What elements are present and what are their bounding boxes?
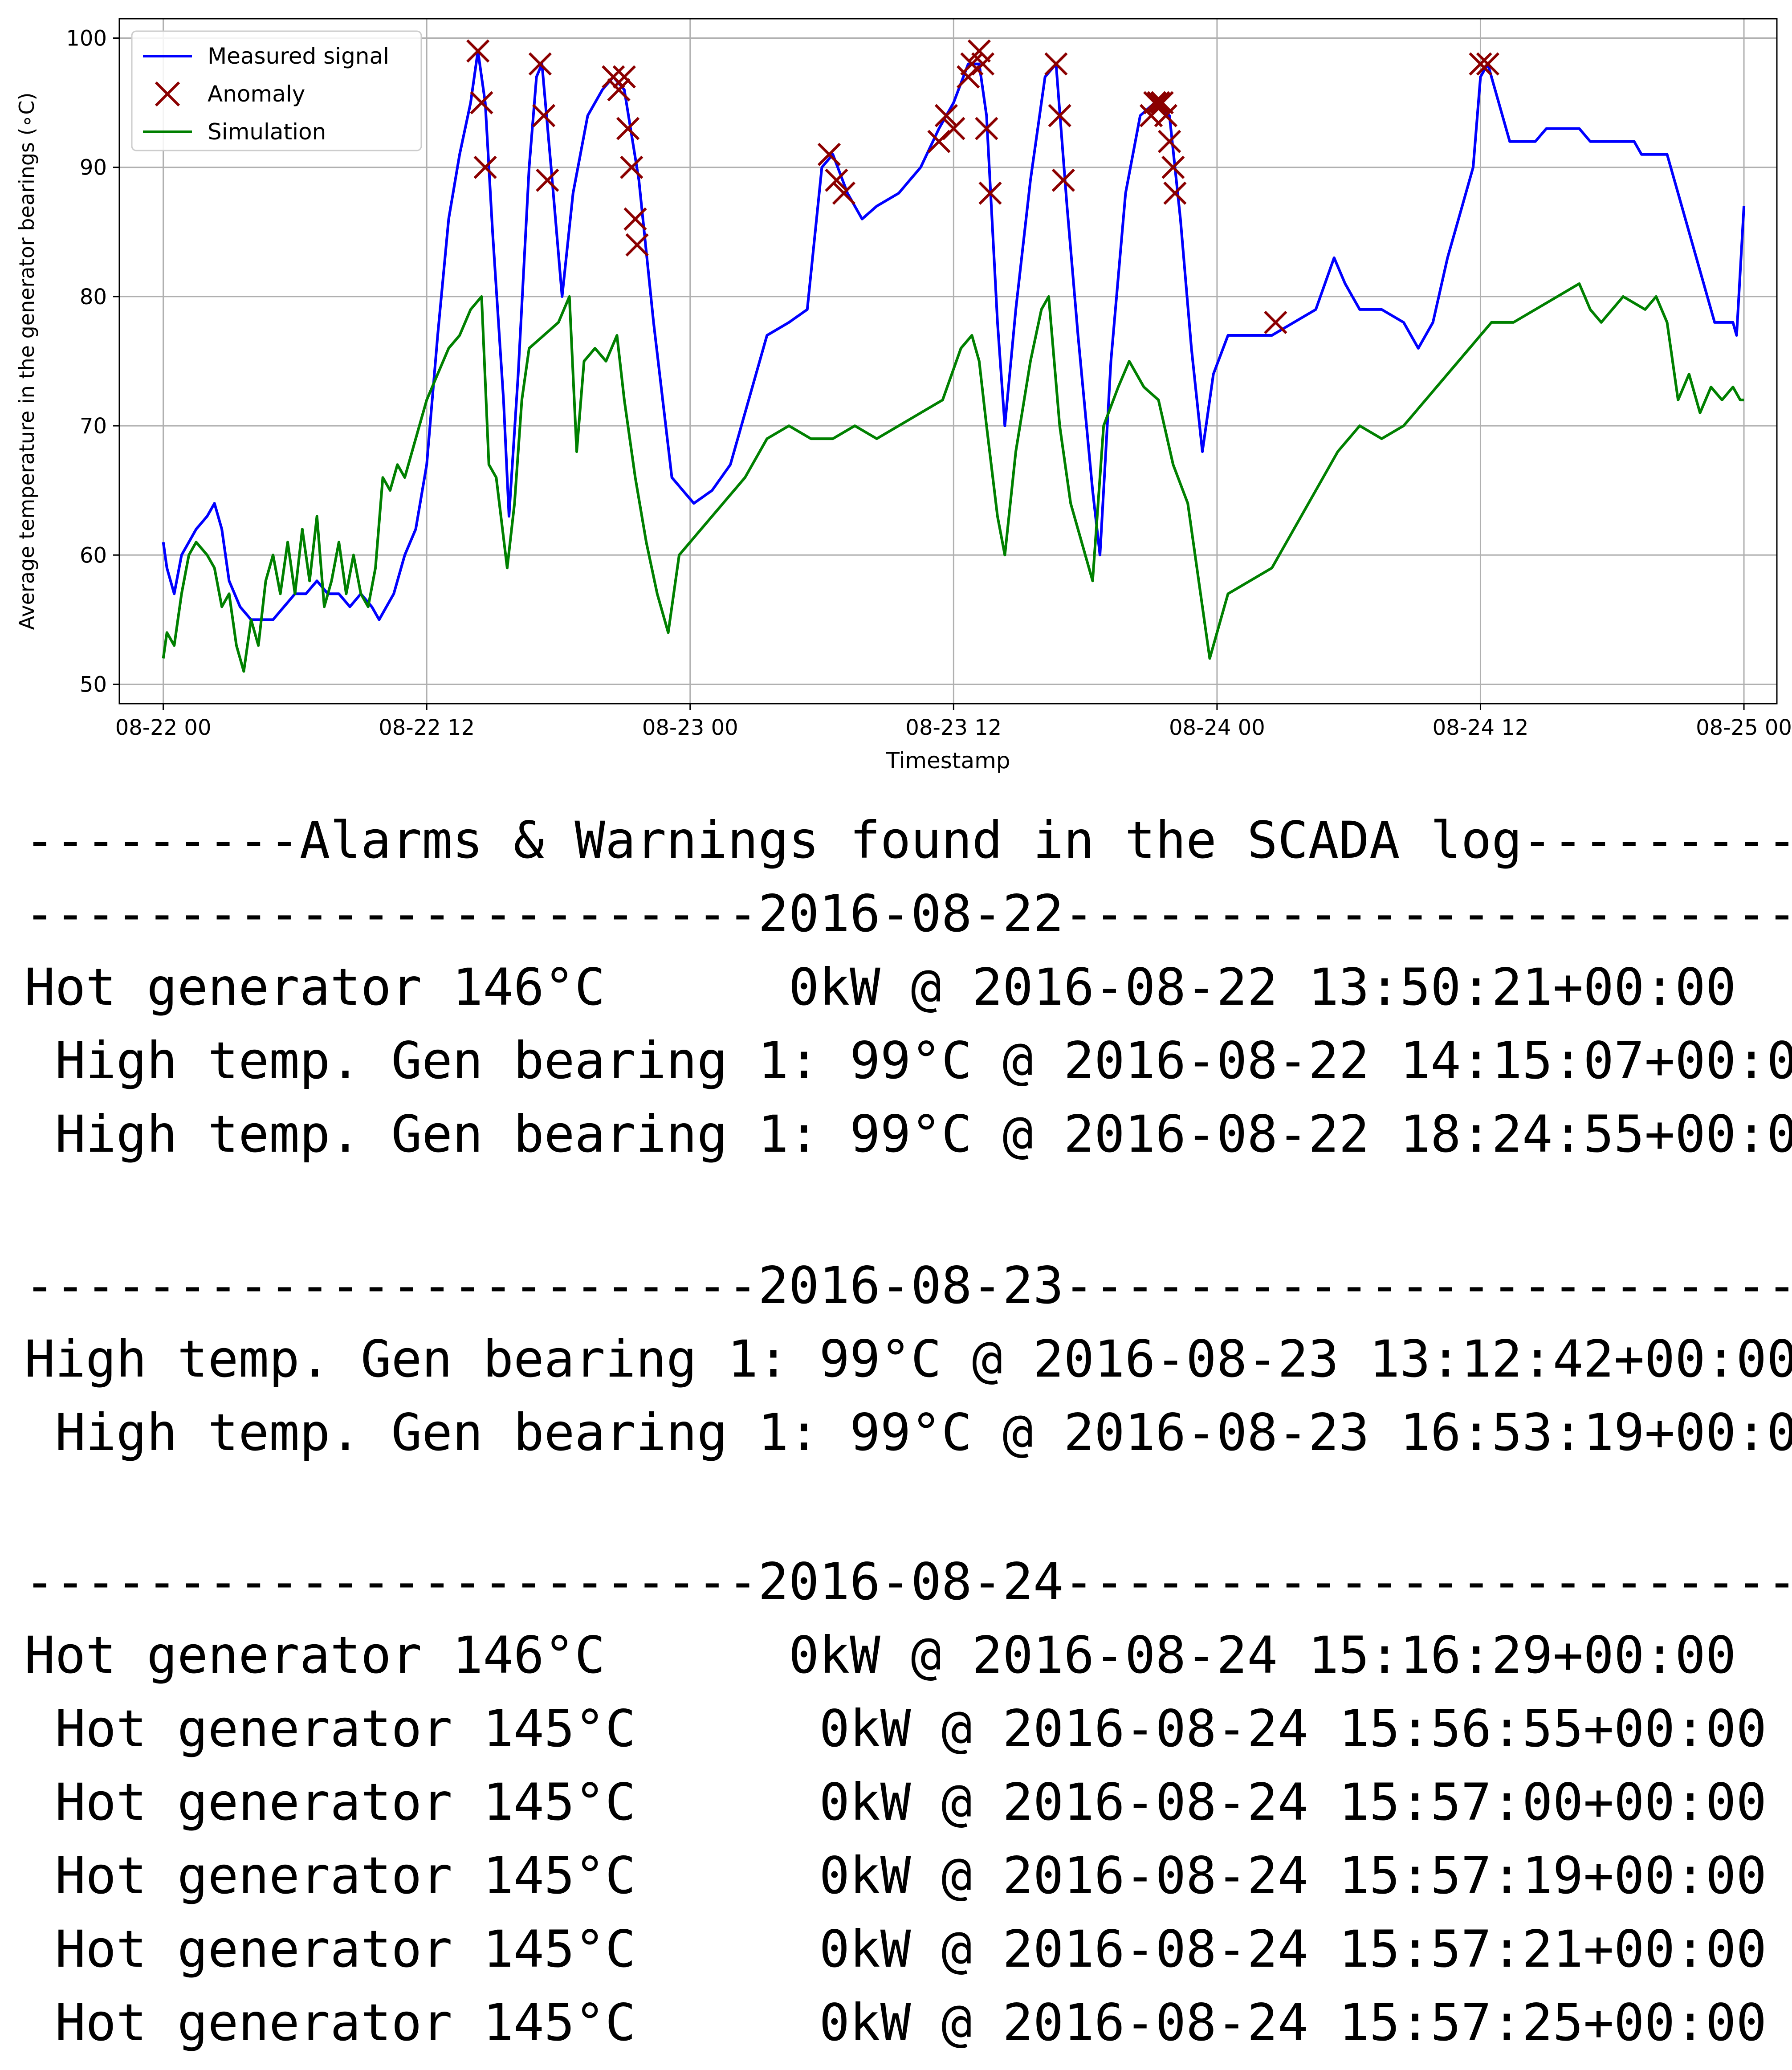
legend-box: [131, 30, 422, 151]
log-entry: High temp. Gen bearing 1: 99°C @ 2016-08…: [24, 1104, 1792, 1164]
x-tick-label: 08-24 12: [1433, 715, 1529, 740]
chart-series-layer: [162, 39, 1746, 673]
y-tick-label: 60: [80, 543, 107, 568]
log-header: ---------Alarms & Warnings found in the …: [24, 811, 1792, 870]
anomaly-marker: [934, 104, 958, 127]
legend-swatch: [155, 81, 180, 107]
anomaly-marker: [817, 143, 841, 166]
log-entry: High temp. Gen bearing 1: 99°C @ 2016-08…: [24, 1031, 1792, 1090]
log-entry: High temp. Gen bearing 1: 99°C @ 2016-08…: [24, 1403, 1792, 1462]
chart-legend: Measured signal Anomaly Simulation: [131, 30, 422, 151]
anomaly-marker: [1163, 181, 1187, 205]
anomaly-marker: [1264, 310, 1287, 334]
y-axis-label: Average temperature in the generator bea…: [15, 93, 39, 630]
anomaly-marker: [1150, 91, 1174, 114]
anomaly-marker: [536, 168, 559, 192]
anomaly-marker: [975, 117, 998, 140]
x-tick-label: 08-22 00: [115, 715, 212, 740]
anomaly-marker: [1051, 168, 1075, 192]
anomaly-marker: [607, 78, 631, 102]
anomaly-marker: [967, 39, 991, 63]
anomaly-marker: [602, 65, 625, 89]
anomaly-marker: [470, 91, 493, 114]
legend-label: Simulation: [208, 119, 326, 145]
measured-signal-line: [162, 49, 1746, 621]
anomaly-marker: [473, 155, 497, 179]
anomaly-marker: [1469, 52, 1492, 76]
scada-log: ---------Alarms & Warnings found in the …: [0, 793, 1792, 2070]
anomaly-marker: [616, 117, 640, 140]
x-tick-label: 08-25 00: [1696, 715, 1792, 740]
anomaly-marker: [825, 168, 848, 192]
day-separator: ------------------------2016-08-23------…: [24, 1256, 1792, 1315]
day-separator: ------------------------2016-08-22------…: [24, 884, 1792, 943]
log-entry: Hot generator 145°C 0kW @ 2016-08-24 15:…: [24, 1699, 1767, 1758]
anomaly-marker: [466, 39, 490, 63]
temperature-chart: 08-22 00 08-22 12 08-23 00 08-23 12 08-24 00…: [15, 18, 1792, 774]
anomaly-marker: [1154, 104, 1177, 127]
x-tick-label: 08-23 00: [642, 715, 738, 740]
log-entry: Hot generator 145°C 0kW @ 2016-08-24 15:…: [24, 1993, 1767, 2052]
anomaly-marker: [623, 207, 647, 231]
anomaly-marker: [625, 233, 649, 257]
anomaly-marker: [971, 52, 995, 76]
anomaly-marker: [1476, 52, 1500, 76]
x-tick-label: 08-24 00: [1169, 715, 1265, 740]
x-tick-label: 08-23 12: [905, 715, 1002, 740]
y-tick-label: 80: [80, 285, 107, 310]
anomaly-marker: [960, 52, 984, 76]
anomaly-marker: [1161, 155, 1185, 179]
y-tick-label: 90: [80, 155, 107, 180]
anomaly-marker: [1048, 104, 1071, 127]
y-tick-label: 100: [66, 26, 107, 51]
anomaly-marker: [1147, 91, 1170, 114]
anomaly-marker: [620, 155, 643, 179]
anomaly-marker: [528, 52, 552, 76]
log-entry: Hot generator 146°C 0kW @ 2016-08-22 13:…: [24, 958, 1736, 1017]
legend-label: Anomaly: [208, 81, 305, 107]
log-entry: Hot generator 145°C 0kW @ 2016-08-24 15:…: [24, 1846, 1767, 1905]
anomaly-marker: [1044, 52, 1068, 76]
anomaly-marker: [1143, 91, 1167, 114]
simulation-line: [162, 282, 1744, 673]
y-tick-label: 50: [80, 672, 107, 697]
anomaly-marker: [978, 181, 1002, 205]
anomaly-marker: [612, 65, 636, 89]
log-entry: Hot generator 145°C 0kW @ 2016-08-24 15:…: [24, 1773, 1767, 1832]
chart-ticks: 08-22 00 08-22 12 08-23 00 08-23 12 08-24 00…: [66, 26, 1792, 740]
legend-label: Measured signal: [208, 43, 389, 69]
anomaly-marker: [532, 104, 556, 127]
anomaly-marker: [832, 181, 855, 205]
log-entry: Hot generator 146°C 0kW @ 2016-08-24 15:…: [24, 1626, 1736, 1685]
log-entry: High temp. Gen bearing 1: 99°C @ 2016-08…: [24, 1329, 1792, 1389]
y-tick-label: 70: [80, 414, 107, 439]
anomaly-marker: [1157, 130, 1181, 153]
anomaly-marker: [942, 117, 965, 140]
x-tick-label: 08-22 12: [379, 715, 475, 740]
x-axis-label: Timestamp: [885, 748, 1010, 774]
plot-frame: [118, 18, 1778, 705]
log-entry: Hot generator 145°C 0kW @ 2016-08-24 15:…: [24, 1919, 1767, 1979]
day-separator: ------------------------2016-08-24------…: [24, 1552, 1792, 1611]
